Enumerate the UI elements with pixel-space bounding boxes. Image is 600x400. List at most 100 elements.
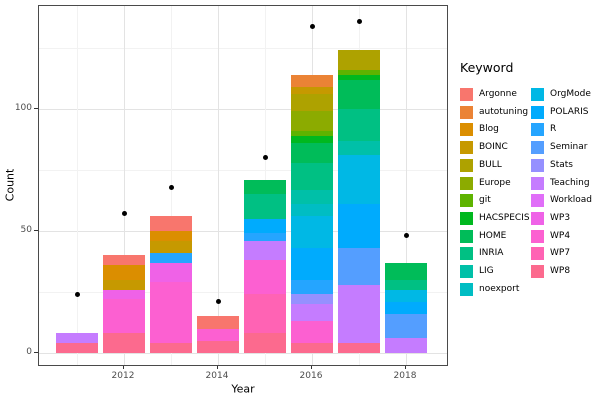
legend-swatch-WP4 [531, 229, 544, 243]
bar-segment-2015-POLARIS [244, 218, 286, 234]
y-axis-title: Count [3, 168, 17, 202]
legend-label-noexport: noexport [479, 283, 520, 294]
bar-segment-2014-WP4 [197, 328, 239, 341]
y-tick-label: 100 [14, 102, 32, 113]
legend-swatch-OrgMode [531, 88, 544, 101]
legend-swatch-BOINC [460, 141, 473, 155]
x-tick-mark [310, 366, 312, 369]
legend-label-POLARIS: POLARIS [550, 106, 589, 117]
x-tick-label: 2016 [299, 371, 323, 381]
gridline-major-horizontal [39, 108, 447, 110]
legend-label-WP7: WP7 [550, 248, 571, 259]
bar-segment-2016-HACSPECIS [291, 135, 333, 144]
x-tick-label: 2014 [205, 371, 229, 381]
bar-segment-2017-INRIA [338, 109, 380, 141]
bar-segment-2012-WP4 [103, 299, 145, 334]
legend-label-Stats: Stats [550, 159, 573, 170]
legend-label-HOME: HOME [479, 230, 507, 241]
gridline-minor-horizontal [39, 169, 447, 171]
bar-segment-2017-OrgMode [338, 155, 380, 205]
bar-segment-2013-R [150, 252, 192, 263]
legend-swatch-BULL [460, 158, 473, 172]
bar-segment-2016-HOME [291, 143, 333, 163]
bar-segment-2015-HOME [244, 179, 286, 195]
data-point-2018 [403, 233, 409, 239]
bar-segment-2017-git [338, 69, 380, 75]
legend-label-BULL: BULL [479, 159, 502, 170]
bar-segment-2012-WP8 [103, 333, 145, 353]
legend-label-Europe: Europe [479, 177, 511, 188]
legend-swatch-git [460, 194, 473, 208]
bar-segment-2017-WP8 [338, 343, 380, 353]
bar-segment-2011-WP8 [56, 343, 98, 353]
gridline-major-horizontal [39, 230, 447, 232]
legend-title: Keyword [460, 60, 514, 75]
legend-label-OrgMode: OrgMode [550, 89, 591, 99]
gridline-major-vertical [123, 6, 125, 365]
bar-segment-2013-Blog [150, 231, 192, 241]
bar-segment-2018-POLARIS [385, 301, 427, 314]
gridline-minor-vertical [76, 6, 78, 365]
legend-label-Blog: Blog [479, 124, 499, 135]
bar-segment-2016-git [291, 130, 333, 136]
bar-segment-2014-Argonne [197, 316, 239, 329]
bar-segment-2016-BULL [291, 94, 333, 112]
data-point-2013 [168, 184, 174, 190]
legend-swatch-Stats [531, 158, 544, 172]
legend-swatch-Blog [460, 123, 473, 137]
gridline-minor-horizontal [39, 291, 447, 293]
bar-segment-2017-HACSPECIS [338, 74, 380, 80]
legend-swatch-noexport [460, 282, 473, 296]
bar-segment-2017-BULL [338, 50, 380, 70]
legend-label-WP3: WP3 [550, 212, 571, 223]
y-tick-mark [34, 107, 38, 109]
bar-segment-2017-Teaching [338, 284, 380, 344]
bar-segment-2018-HOME [385, 262, 427, 280]
x-tick-mark [216, 366, 218, 369]
legend-label-WP4: WP4 [550, 230, 571, 241]
y-tick-mark [34, 229, 38, 231]
bar-segment-2013-BOINC [150, 240, 192, 253]
y-tick-mark [34, 351, 38, 353]
bar-segment-2017-LIG [338, 140, 380, 156]
bar-segment-2018-Teaching [385, 338, 427, 353]
bar-segment-2013-Argonne [150, 216, 192, 231]
bar-segment-2016-WP4 [291, 321, 333, 344]
plot-panel [38, 5, 448, 366]
y-tick-label: 50 [20, 224, 32, 235]
x-tick-mark [404, 366, 406, 369]
legend-label-BOINC: BOINC [479, 142, 508, 153]
bar-segment-2013-WP8 [150, 343, 192, 353]
legend-swatch-Seminar [531, 141, 544, 155]
bar-segment-2015-R [244, 233, 286, 241]
x-axis-title: Year [231, 382, 255, 396]
legend-swatch-Workload [531, 194, 544, 208]
legend-swatch-WP8 [531, 265, 544, 278]
legend-swatch-POLARIS [531, 105, 544, 119]
legend-swatch-Teaching [531, 176, 544, 190]
bar-segment-2012-Blog [103, 265, 145, 280]
legend-swatch-R [531, 123, 544, 137]
bar-segment-2012-Argonne [103, 255, 145, 266]
bar-segment-2018-OrgMode [385, 289, 427, 302]
legend-label-autotuning: autotuning [479, 106, 529, 117]
legend-label-Argonne: Argonne [479, 89, 517, 99]
bar-segment-2015-WP4 [244, 260, 286, 295]
gridline-major-vertical [217, 6, 219, 365]
data-point-2017 [356, 18, 362, 24]
x-tick-label: 2012 [111, 371, 135, 381]
bar-segment-2016-autotuning [291, 74, 333, 88]
y-tick-label: 0 [26, 346, 32, 357]
bar-segment-2016-Teaching [291, 304, 333, 322]
bar-segment-2016-BOINC [291, 87, 333, 95]
bar-segment-2013-WP3 [150, 262, 192, 283]
bar-segment-2016-R [291, 279, 333, 295]
legend-label-INRIA: INRIA [479, 248, 504, 259]
bar-segment-2013-WP4 [150, 282, 192, 344]
data-point-2015 [262, 155, 268, 161]
bar-segment-2015-INRIA [244, 194, 286, 219]
data-point-2011 [74, 291, 80, 297]
legend-swatch-WP3 [531, 211, 544, 225]
x-tick-mark [122, 366, 124, 369]
legend-swatch-WP7 [531, 247, 544, 261]
